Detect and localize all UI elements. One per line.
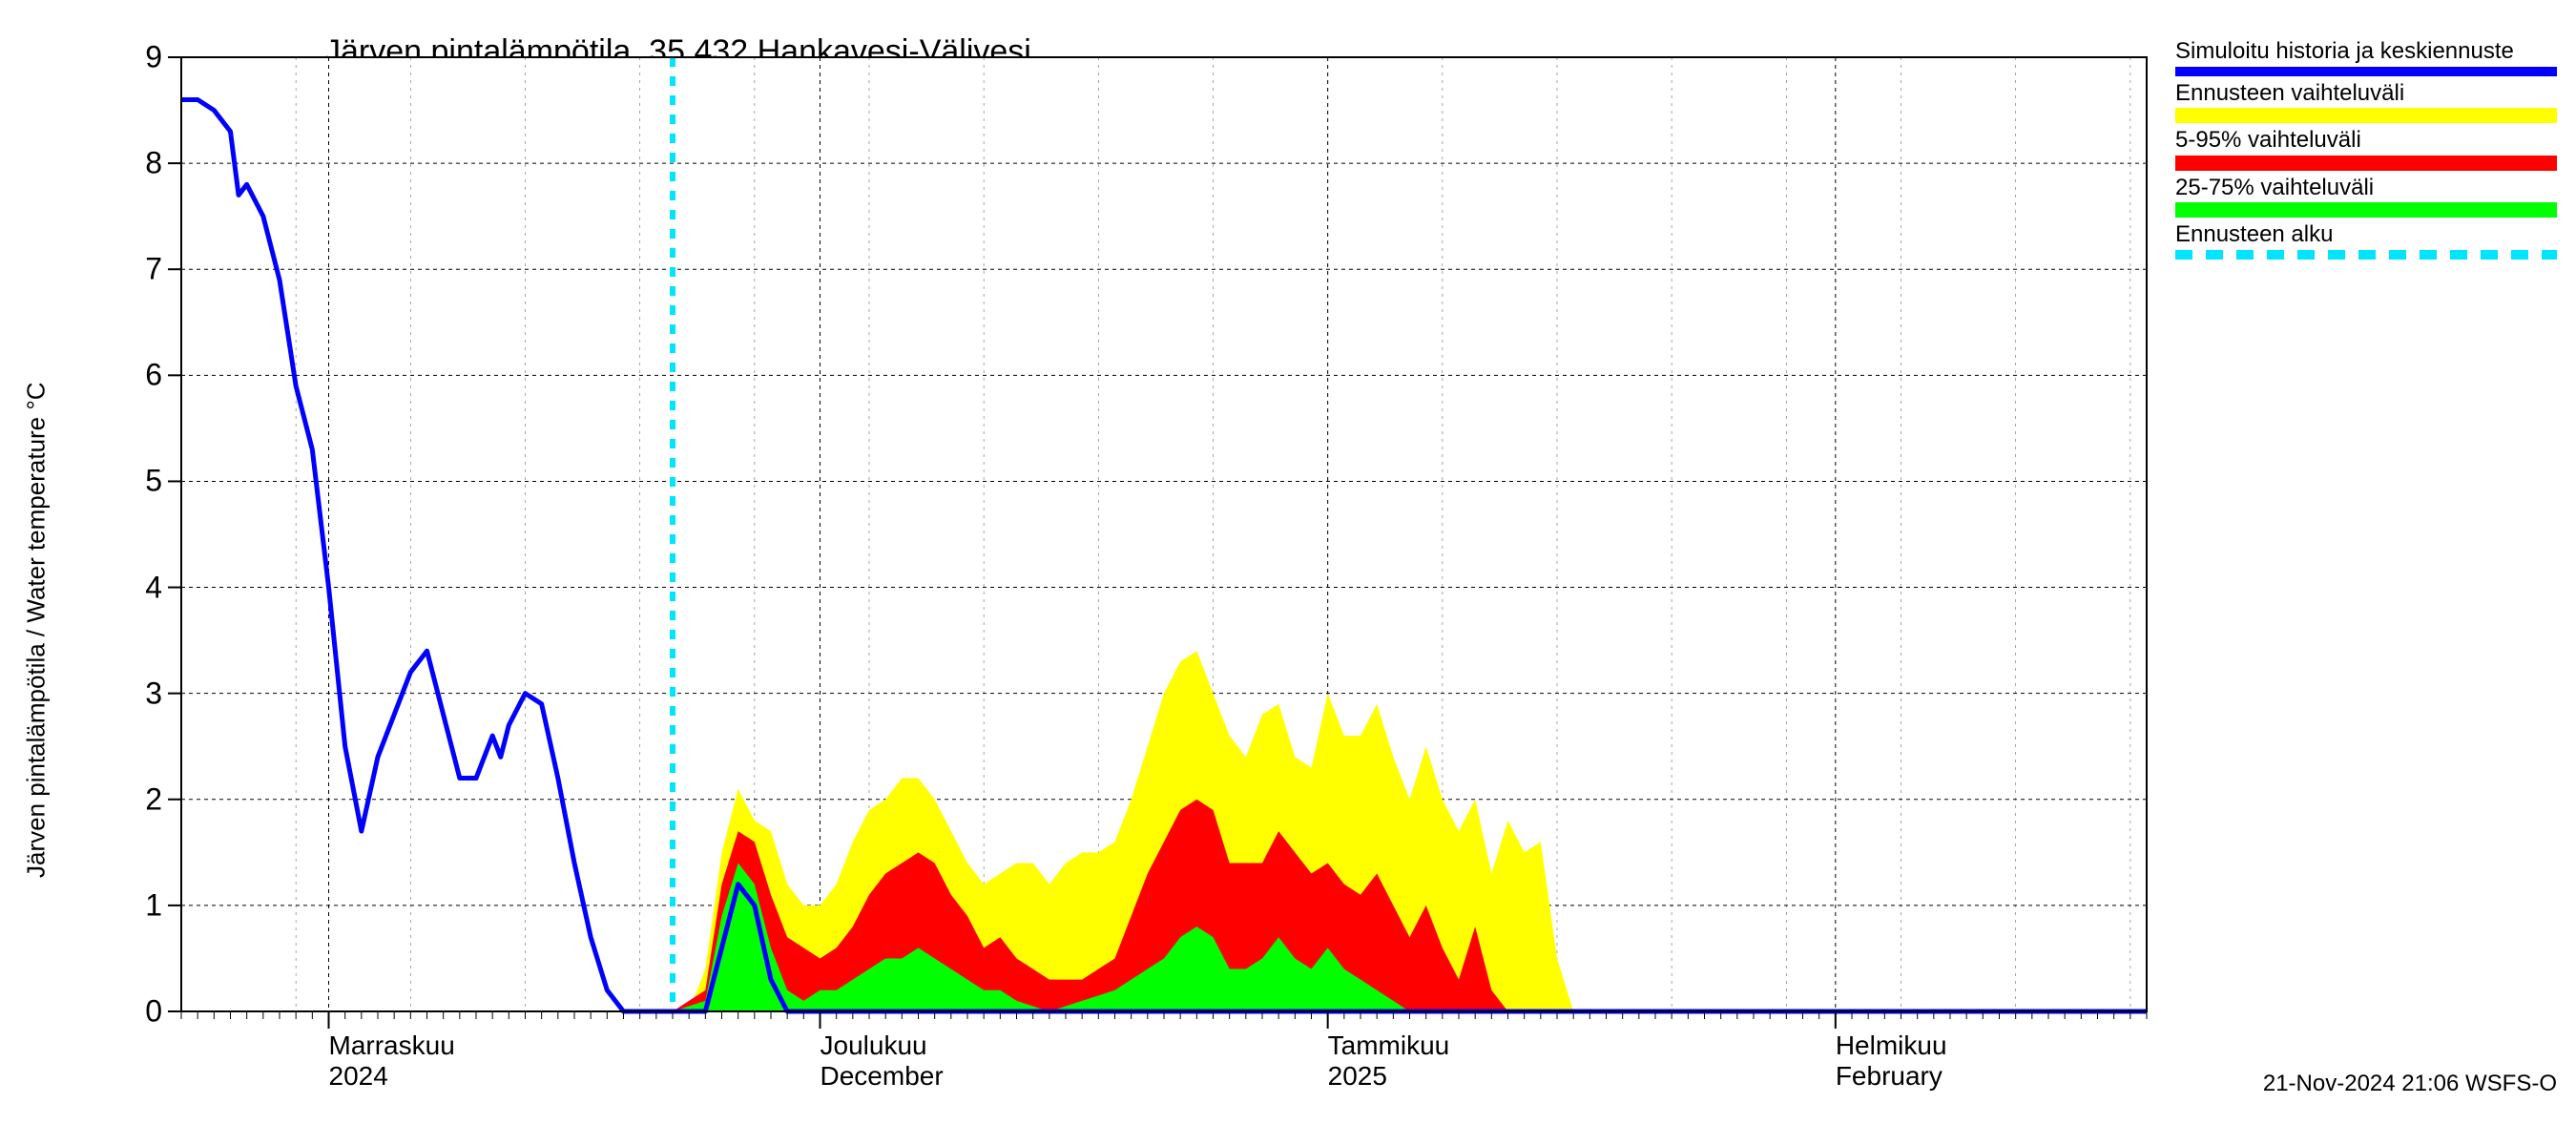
y-tick-label: 8 [114,146,162,181]
legend-item: 5-95% vaihteluväli [2175,127,2557,171]
timestamp-label: 21-Nov-2024 21:06 WSFS-O [2263,1071,2557,1097]
x-tick-label-line2: 2025 [1328,1061,1387,1092]
x-tick-label-line2: 2024 [329,1061,388,1092]
x-tick-label-line1: Tammikuu [1328,1030,1450,1061]
legend-swatch [2175,67,2557,76]
y-tick-label: 7 [114,252,162,287]
chart-container: Järven pintalämpötila / Water temperatur… [0,0,2576,1145]
x-tick-label-line2: February [1836,1061,1942,1092]
y-tick-label: 4 [114,570,162,605]
legend-label: 5-95% vaihteluväli [2175,127,2557,154]
legend-label: 25-75% vaihteluväli [2175,175,2557,201]
y-tick-label: 6 [114,358,162,393]
y-tick-label: 1 [114,887,162,923]
x-tick-label-line1: Joulukuu [821,1030,927,1061]
x-tick-label-line1: Marraskuu [329,1030,455,1061]
legend-item: Ennusteen vaihteluväli [2175,80,2557,124]
legend-label: Ennusteen alku [2175,221,2557,248]
x-tick-label-line2: December [821,1061,944,1092]
legend-item: Simuloitu historia ja keskiennuste [2175,38,2557,76]
legend-item: Ennusteen alku [2175,221,2557,260]
x-tick-label-line1: Helmikuu [1836,1030,1947,1061]
legend-swatch [2175,108,2557,123]
legend-item: 25-75% vaihteluväli [2175,175,2557,219]
y-tick-label: 3 [114,676,162,711]
y-tick-label: 9 [114,40,162,75]
legend: Simuloitu historia ja keskiennuste Ennust… [2175,38,2557,263]
y-tick-label: 2 [114,781,162,817]
legend-swatch [2175,202,2557,218]
y-tick-label: 5 [114,464,162,499]
legend-label: Simuloitu historia ja keskiennuste [2175,38,2557,65]
legend-label: Ennusteen vaihteluväli [2175,80,2557,107]
legend-swatch [2175,250,2557,260]
legend-swatch [2175,156,2557,171]
y-tick-label: 0 [114,994,162,1030]
